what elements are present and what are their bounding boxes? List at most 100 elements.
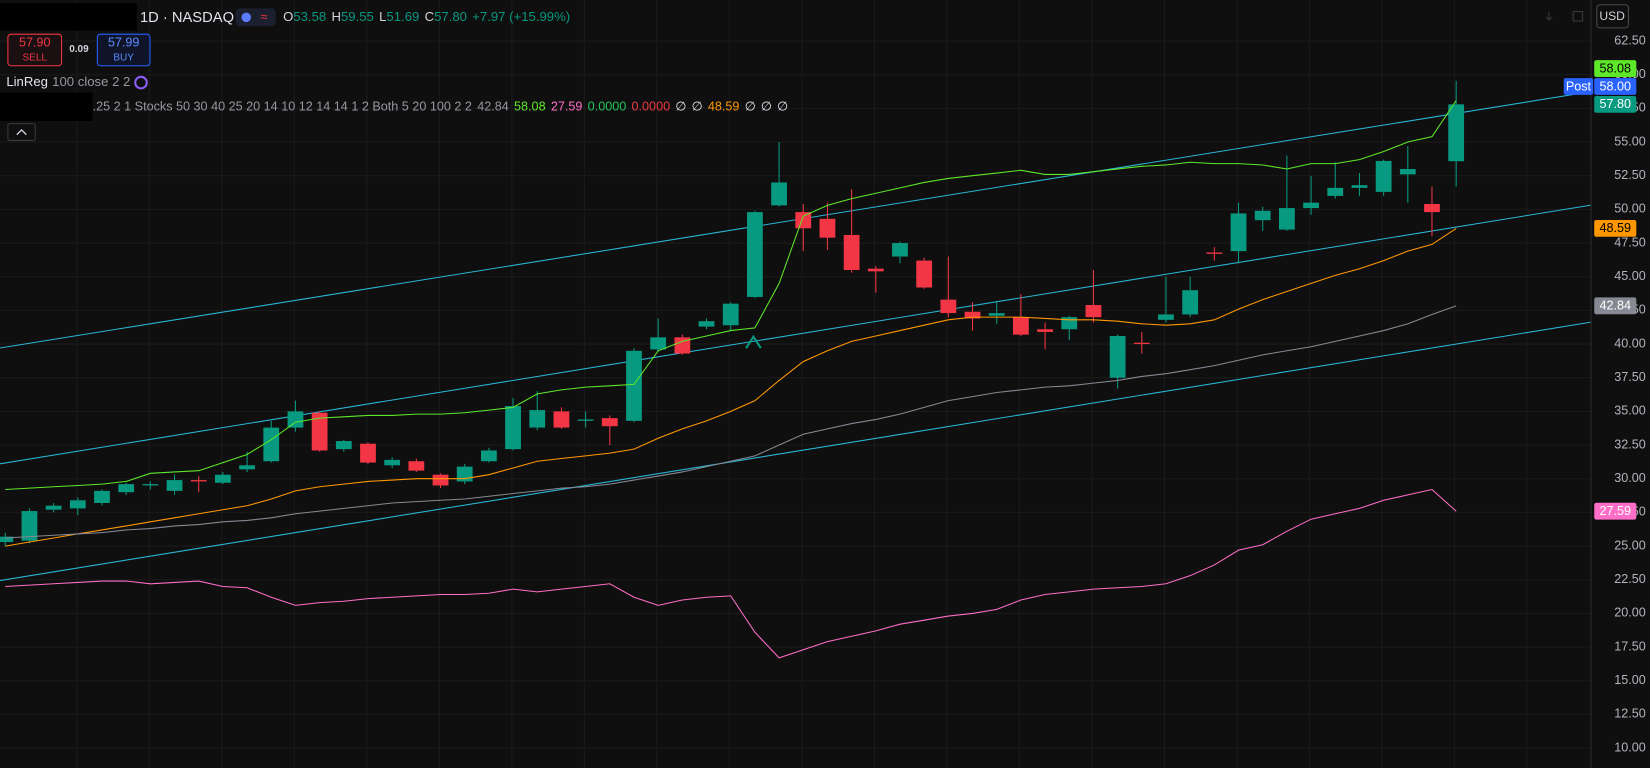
buy-box: [96, 33, 151, 67]
collapse-icon: [16, 128, 27, 136]
candle-body: [771, 182, 787, 206]
candle-body: [239, 465, 255, 470]
indicator-value: ∅: [761, 100, 772, 114]
candle-body: [892, 243, 908, 257]
currency: USD: [1599, 9, 1625, 23]
ohlc-value: 53.58: [293, 9, 326, 24]
redacted: [0, 3, 137, 31]
sell-label: SELL: [23, 53, 48, 64]
candle-body: [916, 260, 933, 288]
candle-body: [311, 412, 328, 451]
candle-body: [118, 484, 135, 493]
y-tick-label: 20.00: [1614, 606, 1646, 620]
y-tick-label: 10.00: [1614, 740, 1646, 754]
y-tick-label: 55.00: [1614, 134, 1646, 148]
indicator-name: LinReg: [6, 75, 48, 90]
buy-price: 57.99: [108, 35, 140, 49]
candle-body: [747, 212, 763, 297]
candle-body: [481, 450, 497, 462]
collapse-button[interactable]: [7, 123, 36, 141]
post-tag: [1563, 78, 1594, 95]
indicator-value: 0.0000: [632, 100, 671, 114]
ohlc-value: 51.69: [386, 9, 419, 24]
price-tag: [1594, 219, 1637, 237]
candle-body: [1375, 160, 1392, 192]
y-tick-label: 17.50: [1614, 639, 1646, 653]
currency-button[interactable]: USD: [1596, 4, 1629, 29]
signal-marker: [745, 334, 762, 349]
download-icon: [1545, 11, 1553, 21]
indicator-value: ∅: [675, 100, 686, 114]
y-tick-label: 47.50: [1614, 235, 1646, 249]
buy-button[interactable]: 57.99 BUY: [96, 33, 151, 67]
candle-body: [1133, 342, 1150, 345]
indicator-value: ∅: [777, 100, 788, 114]
indicator-value: 58.08: [514, 100, 546, 114]
sell-box: [7, 33, 63, 67]
candle-body: [1448, 104, 1465, 162]
candle-body: [94, 490, 110, 503]
candle-body: [1424, 204, 1440, 213]
candle-body: [190, 480, 207, 482]
grid: [0, 0, 1592, 768]
spread: 0.09: [69, 44, 89, 55]
market-icon: ≈: [261, 10, 268, 24]
y-tick-label: 30.00: [1614, 471, 1646, 485]
candle-body: [988, 313, 1005, 316]
redacted: [0, 92, 93, 121]
candle-body: [1013, 317, 1029, 335]
buy-label: BUY: [113, 53, 134, 64]
candle-body: [577, 419, 594, 421]
y-tick-label: 25.00: [1614, 538, 1646, 552]
price-tag-label: 58.00: [1599, 79, 1631, 93]
candle-body: [335, 441, 352, 450]
price-tag-label: 42.84: [1599, 299, 1631, 313]
ohlc-key: L: [379, 9, 386, 24]
candle-body: [432, 474, 449, 486]
candle-body: [505, 406, 521, 450]
candle-body: [722, 303, 739, 326]
indicator-legend: LinReg 100 close 2 2: [6, 75, 130, 90]
market-icon: [241, 12, 251, 23]
ohlc-value: 59.55: [341, 9, 374, 24]
y-tick-label: 32.50: [1614, 437, 1646, 451]
y-tick-label: 35.00: [1614, 404, 1646, 418]
indicator-params: 100 close 2 2: [52, 75, 130, 90]
indicator-value: ∅: [692, 100, 703, 114]
indicator-value: 0.0000: [588, 100, 627, 114]
y-tick-label: 40.00: [1614, 336, 1646, 350]
ohlc-legend: O53.58 H59.55 L51.69 C57.80 +7.97 (+15.99%): [283, 9, 570, 24]
indicator-value: 27.59: [551, 100, 583, 114]
channel-line: [0, 204, 1592, 465]
symbol: 1D · NASDAQ: [140, 10, 234, 26]
candle-body: [1399, 169, 1416, 175]
sell-button[interactable]: 57.90 SELL: [7, 33, 63, 67]
candle-body: [698, 321, 715, 327]
candle-body: [1158, 314, 1174, 320]
price-tag-label: 57.80: [1599, 97, 1631, 111]
ohlc-key: C: [425, 9, 435, 24]
price-tag: [1594, 60, 1637, 78]
y-tick-label: 50.00: [1614, 202, 1646, 216]
ohlc-change: +7.97 (+15.99%): [472, 9, 570, 24]
indicator-value: 48.59: [708, 100, 740, 114]
candle-body: [1230, 213, 1247, 252]
y-tick-label: 22.50: [1614, 572, 1646, 586]
y-tick-label: 52.50: [1614, 168, 1646, 182]
candle-body: [1206, 252, 1223, 254]
indicator-icon: [134, 75, 148, 90]
candle-body: [1279, 208, 1295, 230]
post-tag-label: Post: [1566, 79, 1592, 93]
ohlc-value: 57.80: [434, 9, 467, 24]
candle-body: [1351, 185, 1368, 188]
indicator-value: 42.84: [477, 100, 509, 114]
candle-body: [360, 443, 376, 463]
price-tag: [1594, 78, 1637, 95]
indicator-value: ∅: [745, 100, 756, 114]
candle-body: [1037, 329, 1053, 332]
indicator-line: [5, 227, 1457, 547]
candle-body: [819, 218, 836, 238]
candle-body: [1254, 210, 1271, 221]
